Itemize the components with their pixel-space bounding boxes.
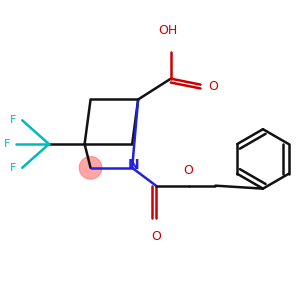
Text: N: N (128, 158, 140, 172)
Text: O: O (151, 230, 161, 243)
Circle shape (79, 157, 102, 179)
Text: O: O (208, 80, 218, 93)
Text: F: F (10, 115, 16, 125)
Text: OH: OH (158, 24, 178, 37)
Text: O: O (184, 164, 194, 177)
Text: F: F (4, 139, 10, 149)
Text: F: F (10, 163, 16, 173)
